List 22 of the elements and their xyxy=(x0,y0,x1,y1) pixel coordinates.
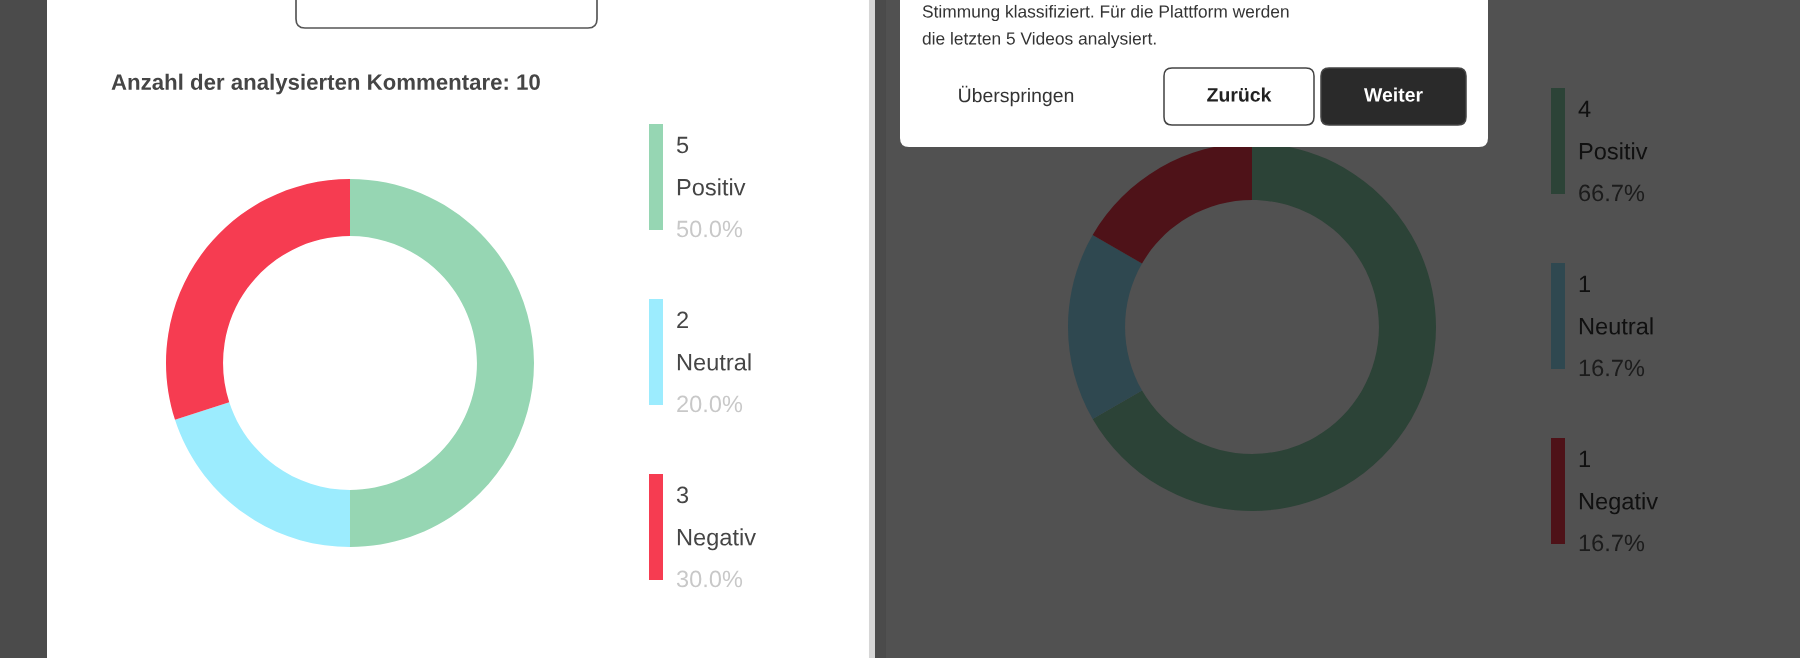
donut-slice xyxy=(175,402,350,547)
donut-slice xyxy=(166,179,350,420)
data-label: 5 xyxy=(676,136,689,154)
legend-label: Negativ xyxy=(677,528,756,551)
text: Weiter xyxy=(1363,87,1423,102)
legend-label: Negativ xyxy=(1579,492,1658,515)
chart-title: Anzahl der analysierten Kommentare: 10 xyxy=(111,73,540,95)
donut-slice xyxy=(350,179,534,547)
legend-label: Neutral xyxy=(1579,317,1653,335)
legend-label: Neutral xyxy=(677,353,751,371)
text: Stimmung klassifiziert. Für die Plattform werden xyxy=(922,4,1289,22)
data-label: 3 xyxy=(676,486,689,504)
legend-label: Positiv xyxy=(1579,142,1648,160)
data-label: 1 xyxy=(1579,275,1590,293)
data-label: 1 xyxy=(1579,450,1590,468)
data-label: 4 xyxy=(1578,100,1591,118)
donut-slice xyxy=(1068,235,1143,419)
text: die letzten 5 Videos analysiert. xyxy=(922,31,1156,49)
text: Überspringen xyxy=(959,85,1074,107)
text: Zurück xyxy=(1207,87,1272,102)
data-label: 2 xyxy=(677,311,688,329)
legend-label: Positiv xyxy=(677,178,746,196)
